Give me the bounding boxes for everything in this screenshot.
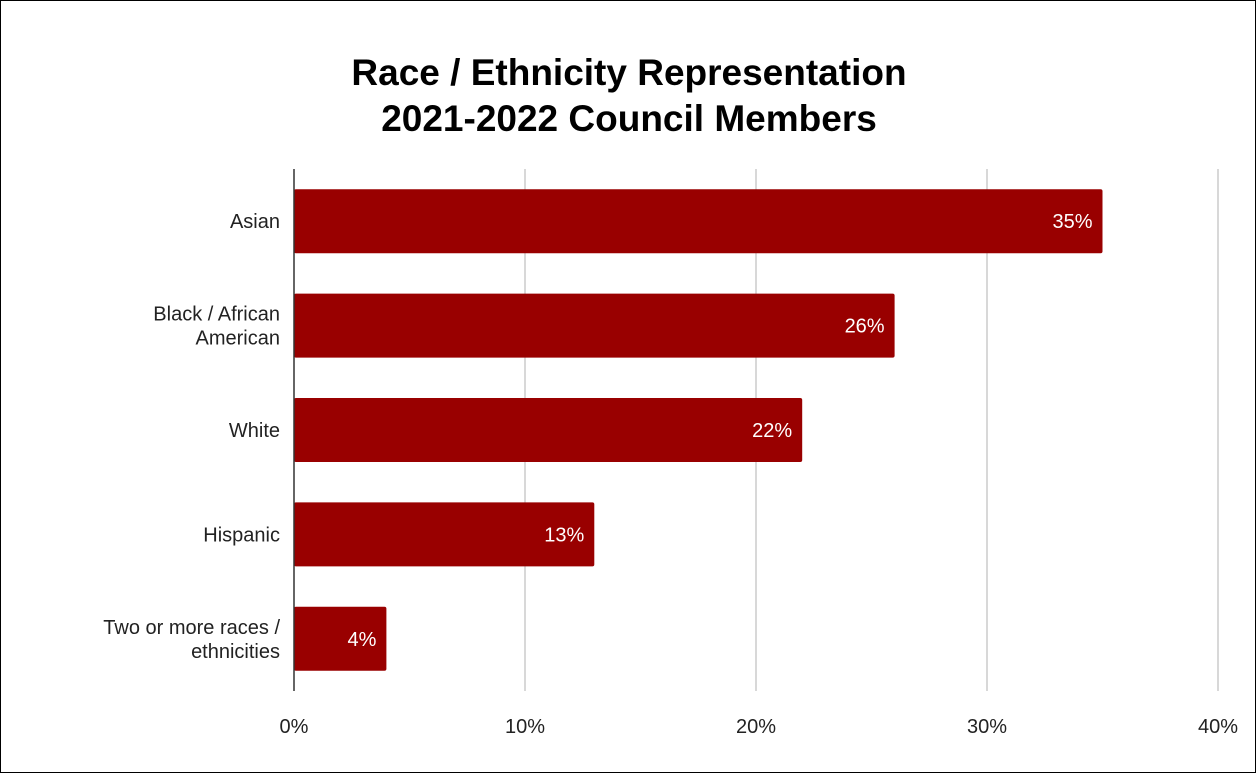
category-label: Two or more races / ethnicities — [103, 617, 280, 663]
x-tick-label: 10% — [505, 716, 545, 738]
x-tick-label: 40% — [1198, 716, 1238, 738]
category-label: White — [229, 420, 280, 442]
bar-data-label: 22% — [752, 420, 792, 442]
category-label-line: American — [196, 328, 280, 350]
bar — [294, 398, 803, 462]
category-label: Hispanic — [203, 524, 280, 546]
category-label-line: Two or more races / — [103, 617, 280, 639]
bar — [294, 606, 387, 671]
category-label: Asian — [230, 211, 280, 233]
x-tick-label: 20% — [736, 716, 776, 738]
chart-title-line-2: 2021-2022 Council Members — [381, 98, 877, 139]
bar-data-label: 4% — [347, 629, 376, 651]
category-label: Black / African American — [153, 304, 280, 350]
category-label-line: White — [229, 420, 280, 442]
x-tick-label: 0% — [280, 716, 309, 738]
category-label-line: Asian — [230, 211, 280, 233]
bar — [294, 502, 595, 567]
x-tick-label: 30% — [967, 716, 1007, 738]
bar-data-label: 26% — [845, 316, 885, 338]
category-label-line: ethnicities — [191, 641, 280, 663]
bars: 35% 26% 22% 13% 4% — [294, 189, 1103, 671]
bar — [294, 293, 895, 358]
bar-data-label: 35% — [1052, 211, 1092, 233]
bar — [294, 189, 1103, 254]
category-label-line: Hispanic — [203, 524, 280, 546]
category-labels: Asian Black / African American White Hispani… — [103, 211, 280, 663]
chart-title: Race / Ethnicity Representation 2021-202… — [351, 52, 906, 139]
category-label-line: Black / African — [153, 304, 280, 326]
x-axis-tick-labels: 0% 10% 20% 30% 40% — [280, 716, 1239, 738]
bar-data-label: 13% — [544, 524, 584, 546]
chart-title-line-1: Race / Ethnicity Representation — [351, 52, 906, 93]
